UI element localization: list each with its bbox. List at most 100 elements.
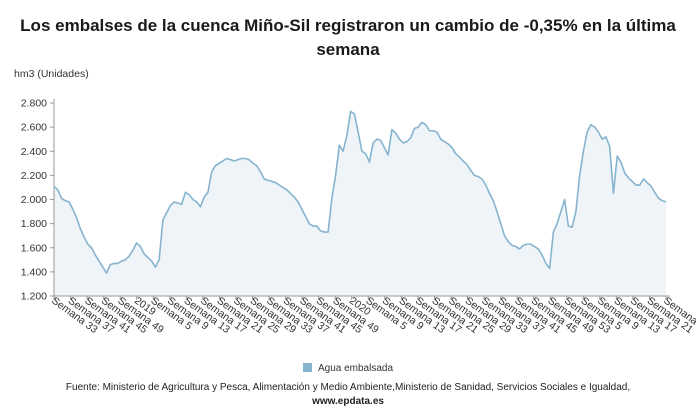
data-point[interactable]	[653, 190, 657, 194]
data-point[interactable]	[502, 233, 506, 237]
data-point[interactable]	[619, 160, 623, 164]
data-point[interactable]	[405, 139, 409, 143]
data-point[interactable]	[626, 176, 630, 180]
data-point[interactable]	[367, 160, 371, 164]
data-point[interactable]	[408, 136, 412, 140]
data-point[interactable]	[59, 196, 63, 200]
data-point[interactable]	[82, 235, 86, 239]
data-point[interactable]	[491, 199, 495, 203]
data-point[interactable]	[645, 180, 649, 184]
data-point[interactable]	[164, 211, 168, 215]
data-point[interactable]	[311, 224, 315, 228]
data-point[interactable]	[127, 254, 131, 258]
data-point[interactable]	[341, 149, 345, 153]
data-point[interactable]	[146, 255, 150, 259]
data-point[interactable]	[596, 130, 600, 134]
data-point[interactable]	[386, 153, 390, 157]
data-point[interactable]	[345, 133, 349, 137]
data-point[interactable]	[142, 252, 146, 256]
data-point[interactable]	[589, 123, 593, 127]
data-point[interactable]	[607, 144, 611, 148]
data-point[interactable]	[420, 120, 424, 124]
data-point[interactable]	[536, 247, 540, 251]
data-point[interactable]	[52, 184, 56, 188]
data-point[interactable]	[416, 125, 420, 129]
data-point[interactable]	[495, 209, 499, 213]
data-point[interactable]	[243, 156, 247, 160]
data-point[interactable]	[427, 129, 431, 133]
data-point[interactable]	[236, 157, 240, 161]
data-point[interactable]	[266, 178, 270, 182]
data-point[interactable]	[352, 112, 356, 116]
data-point[interactable]	[442, 139, 446, 143]
data-point[interactable]	[461, 159, 465, 163]
data-point[interactable]	[660, 199, 664, 203]
data-point[interactable]	[457, 155, 461, 159]
data-point[interactable]	[435, 130, 439, 134]
data-point[interactable]	[56, 188, 60, 192]
data-point[interactable]	[375, 137, 379, 141]
data-point[interactable]	[198, 205, 202, 209]
data-point[interactable]	[439, 137, 443, 141]
data-point[interactable]	[161, 218, 165, 222]
data-point[interactable]	[71, 207, 75, 211]
data-point[interactable]	[247, 157, 251, 161]
data-point[interactable]	[116, 261, 120, 265]
data-point[interactable]	[634, 183, 638, 187]
data-point[interactable]	[517, 247, 521, 251]
data-point[interactable]	[363, 151, 367, 155]
data-point[interactable]	[540, 253, 544, 257]
data-point[interactable]	[390, 127, 394, 131]
data-point[interactable]	[393, 131, 397, 135]
data-point[interactable]	[240, 156, 244, 160]
data-point[interactable]	[93, 253, 97, 257]
data-point[interactable]	[333, 173, 337, 177]
data-point[interactable]	[480, 177, 484, 181]
data-point[interactable]	[514, 244, 518, 248]
data-point[interactable]	[119, 259, 123, 263]
data-point[interactable]	[360, 149, 364, 153]
data-point[interactable]	[74, 215, 78, 219]
data-point[interactable]	[209, 170, 213, 174]
data-point[interactable]	[570, 225, 574, 229]
data-point[interactable]	[123, 258, 127, 262]
data-point[interactable]	[228, 157, 232, 161]
data-point[interactable]	[506, 240, 510, 244]
data-point[interactable]	[521, 243, 525, 247]
data-point[interactable]	[330, 196, 334, 200]
data-point[interactable]	[86, 242, 90, 246]
data-point[interactable]	[131, 248, 135, 252]
data-point[interactable]	[446, 142, 450, 146]
data-point[interactable]	[551, 230, 555, 234]
source-url[interactable]: www.epdata.es	[312, 396, 384, 407]
data-point[interactable]	[277, 183, 281, 187]
data-point[interactable]	[476, 174, 480, 178]
data-point[interactable]	[615, 154, 619, 158]
data-point[interactable]	[273, 180, 277, 184]
data-point[interactable]	[217, 161, 221, 165]
data-point[interactable]	[510, 243, 514, 247]
data-point[interactable]	[326, 230, 330, 234]
data-point[interactable]	[97, 259, 101, 263]
data-point[interactable]	[300, 207, 304, 211]
data-point[interactable]	[348, 109, 352, 113]
data-point[interactable]	[484, 183, 488, 187]
data-point[interactable]	[281, 185, 285, 189]
data-point[interactable]	[307, 221, 311, 225]
data-point[interactable]	[592, 125, 596, 129]
data-point[interactable]	[285, 188, 289, 192]
data-point[interactable]	[566, 224, 570, 228]
data-point[interactable]	[63, 199, 67, 203]
data-point[interactable]	[303, 214, 307, 218]
data-point[interactable]	[149, 259, 153, 263]
data-point[interactable]	[585, 130, 589, 134]
data-point[interactable]	[499, 221, 503, 225]
data-point[interactable]	[424, 123, 428, 127]
data-point[interactable]	[656, 196, 660, 200]
data-point[interactable]	[322, 230, 326, 234]
data-point[interactable]	[401, 141, 405, 145]
data-point[interactable]	[194, 200, 198, 204]
data-point[interactable]	[638, 183, 642, 187]
data-point[interactable]	[138, 244, 142, 248]
data-point[interactable]	[356, 130, 360, 134]
